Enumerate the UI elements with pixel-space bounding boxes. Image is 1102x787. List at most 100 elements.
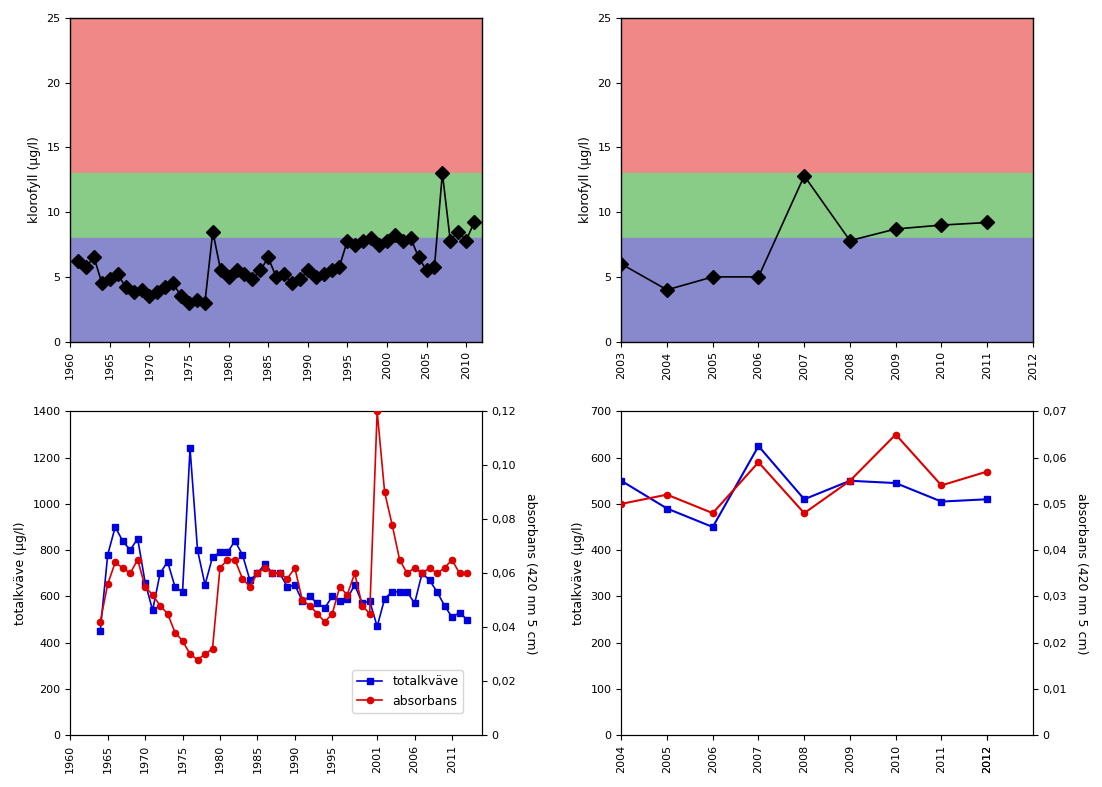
absorbans [437, 563, 451, 573]
Y-axis label: absorbans (420 nm 5 cm): absorbans (420 nm 5 cm) [525, 493, 537, 654]
totalkväve [266, 568, 279, 578]
totalkväve [176, 587, 190, 597]
totalkväve [101, 550, 115, 560]
absorbans [370, 407, 383, 416]
absorbans [431, 568, 444, 578]
totalkväve [131, 534, 144, 543]
totalkväve [295, 597, 309, 606]
totalkväve [123, 545, 137, 555]
absorbans [378, 488, 391, 497]
totalkväve [183, 444, 196, 453]
absorbans [109, 558, 122, 567]
totalkväve [415, 568, 429, 578]
absorbans [131, 555, 144, 564]
absorbans [214, 563, 227, 573]
totalkväve [431, 587, 444, 597]
absorbans [258, 563, 271, 573]
absorbans [363, 609, 376, 619]
absorbans [393, 555, 407, 564]
absorbans [169, 628, 182, 637]
absorbans [244, 582, 257, 592]
absorbans [176, 636, 190, 645]
totalkväve [145, 605, 159, 615]
absorbans [228, 555, 241, 564]
totalkväve [326, 592, 339, 601]
absorbans [461, 568, 474, 578]
absorbans [281, 574, 294, 583]
absorbans [145, 590, 159, 600]
absorbans [348, 568, 361, 578]
absorbans [311, 609, 324, 619]
absorbans [123, 568, 137, 578]
totalkväve [139, 578, 152, 587]
absorbans [94, 617, 107, 626]
Y-axis label: klorofyll (µg/l): klorofyll (µg/l) [28, 136, 41, 224]
totalkväve [258, 560, 271, 569]
absorbans [251, 568, 264, 578]
absorbans [198, 649, 212, 659]
totalkväve [378, 594, 391, 604]
totalkväve [244, 575, 257, 585]
absorbans [386, 520, 399, 530]
absorbans [356, 601, 369, 611]
absorbans [423, 563, 436, 573]
absorbans [266, 568, 279, 578]
totalkväve [228, 536, 241, 545]
totalkväve [169, 582, 182, 592]
absorbans [408, 563, 421, 573]
totalkväve [303, 592, 316, 601]
totalkväve [408, 599, 421, 608]
Y-axis label: totalkväve (µg/l): totalkväve (µg/l) [14, 522, 26, 625]
totalkväve [318, 603, 332, 612]
totalkväve [94, 626, 107, 636]
totalkväve [348, 580, 361, 589]
absorbans [341, 590, 354, 600]
absorbans [101, 579, 115, 589]
totalkväve [386, 587, 399, 597]
absorbans [303, 601, 316, 611]
absorbans [116, 563, 129, 573]
totalkväve [423, 575, 436, 585]
totalkväve [370, 622, 383, 631]
absorbans [183, 649, 196, 659]
absorbans [220, 555, 234, 564]
totalkväve [220, 548, 234, 557]
totalkväve [273, 568, 287, 578]
totalkväve [453, 608, 466, 617]
totalkväve [116, 536, 129, 545]
absorbans [326, 609, 339, 619]
Y-axis label: klorofyll (µg/l): klorofyll (µg/l) [579, 136, 592, 224]
absorbans [273, 568, 287, 578]
Legend: totalkväve, absorbans: totalkväve, absorbans [353, 671, 463, 713]
absorbans [453, 568, 466, 578]
totalkväve [206, 552, 219, 562]
absorbans [153, 601, 166, 611]
absorbans [206, 644, 219, 653]
absorbans [289, 563, 302, 573]
totalkväve [191, 545, 204, 555]
totalkväve [236, 550, 249, 560]
totalkväve [311, 599, 324, 608]
totalkväve [153, 568, 166, 578]
Line: absorbans: absorbans [97, 408, 471, 663]
absorbans [318, 617, 332, 626]
absorbans [139, 582, 152, 592]
absorbans [161, 609, 174, 619]
Y-axis label: totalkväve (µg/l): totalkväve (µg/l) [572, 522, 585, 625]
absorbans [400, 568, 413, 578]
totalkväve [251, 568, 264, 578]
totalkväve [437, 601, 451, 611]
Line: totalkväve: totalkväve [97, 445, 471, 634]
absorbans [236, 574, 249, 583]
absorbans [295, 596, 309, 605]
absorbans [191, 655, 204, 664]
totalkväve [461, 615, 474, 624]
totalkväve [445, 612, 458, 622]
totalkväve [341, 594, 354, 604]
totalkväve [289, 580, 302, 589]
totalkväve [281, 582, 294, 592]
totalkväve [356, 599, 369, 608]
totalkväve [393, 587, 407, 597]
absorbans [333, 582, 346, 592]
totalkväve [333, 597, 346, 606]
